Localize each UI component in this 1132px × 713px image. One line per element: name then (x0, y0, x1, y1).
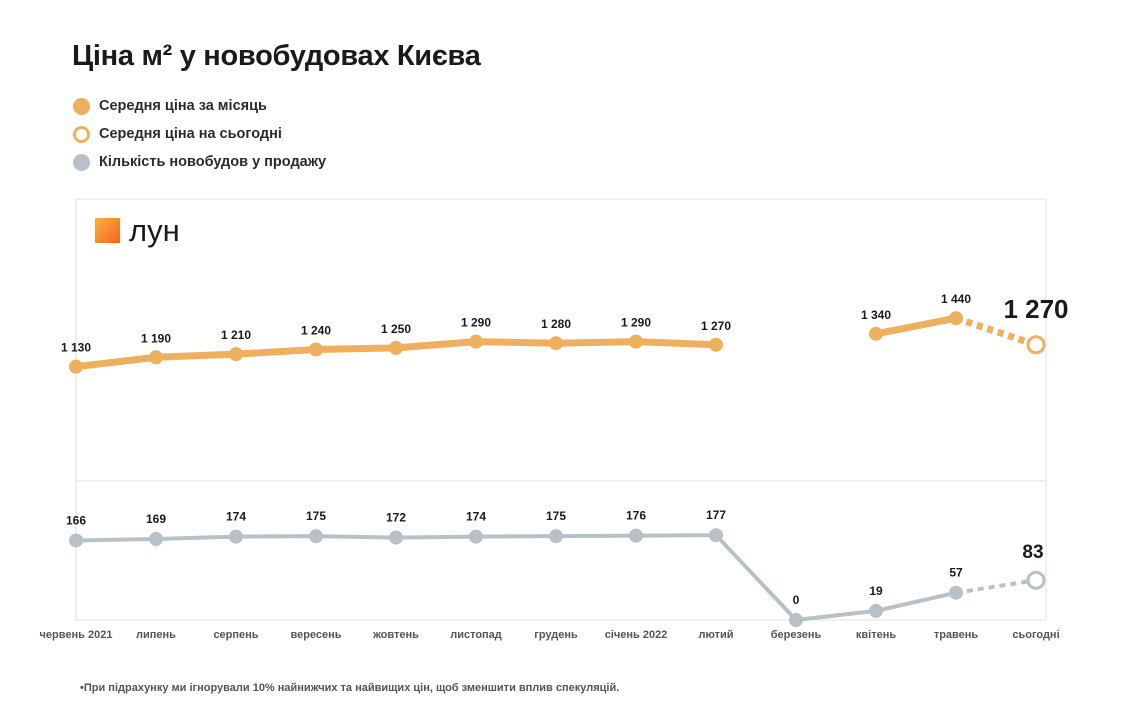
data-point (869, 326, 883, 341)
data-label: 1 440 (941, 292, 971, 306)
today-value-label: 1 270 (1003, 294, 1068, 324)
legend: Середня ціна за місяць Середня ціна на с… (73, 92, 326, 176)
data-label: 1 250 (381, 322, 411, 336)
series-line (872, 314, 960, 338)
data-point (149, 532, 163, 547)
data-label: 1 270 (701, 319, 731, 333)
price-series-layer: 1 130 1 190 1 210 1 240 1 250 1 290 1 280 1 290… (61, 292, 1069, 374)
data-label: 1 280 (541, 317, 571, 331)
data-label: 0 (793, 593, 800, 607)
footnote: •При підрахунку ми ігнорували 10% найниж… (80, 682, 620, 694)
x-tick-label: травень (934, 629, 979, 641)
data-point (389, 530, 403, 545)
data-point (549, 336, 563, 351)
data-point (229, 347, 243, 362)
legend-marker-filled-orange (73, 97, 90, 115)
legend-item-monthly-price: Середня ціна за місяць (73, 92, 326, 120)
data-point (869, 603, 883, 618)
data-point (149, 350, 163, 365)
data-point (229, 529, 243, 544)
legend-label: Середня ціна за місяць (99, 98, 267, 114)
data-point (709, 528, 723, 543)
x-tick-label: січень 2022 (605, 629, 668, 641)
data-label: 1 340 (861, 308, 891, 322)
data-point (309, 529, 323, 544)
data-point (389, 340, 403, 355)
logo-text: лун (129, 213, 180, 248)
count-series-layer: 166 169 174 175 172 174 175 176 177 0 19 57 83 (66, 508, 1046, 627)
data-point (309, 342, 323, 357)
chart-title: Ціна м² у новобудовах Києва (72, 40, 481, 72)
today-trend-line (954, 314, 1038, 349)
data-label: 175 (306, 509, 326, 523)
legend-item-today-price: Середня ціна на сьогодні (73, 120, 326, 148)
x-axis-labels: червень 2021 липень серпень вересень жовтень… (40, 629, 1060, 641)
logo-square-icon (95, 218, 120, 243)
data-point (629, 334, 643, 349)
series-line (74, 533, 958, 622)
x-tick-label: листопад (450, 629, 502, 641)
data-label: 1 210 (221, 328, 251, 342)
x-tick-label: лютий (698, 629, 733, 641)
data-label: 169 (146, 512, 166, 526)
data-label: 174 (226, 510, 246, 524)
x-tick-label: квітень (856, 629, 896, 641)
data-label: 176 (626, 509, 646, 523)
data-label: 1 190 (141, 331, 171, 345)
lun-logo: лун (95, 213, 180, 248)
data-label: 172 (386, 511, 406, 525)
x-tick-label: серпень (213, 629, 258, 641)
data-point (709, 337, 723, 352)
data-point (69, 359, 83, 374)
x-tick-label: сьогодні (1012, 629, 1059, 641)
data-label: 175 (546, 509, 566, 523)
x-tick-label: червень 2021 (40, 629, 113, 641)
data-point (469, 334, 483, 349)
data-label: 19 (869, 584, 883, 598)
x-tick-label: березень (771, 629, 822, 641)
data-label: 1 240 (301, 323, 331, 337)
legend-item-building-count: Кількість новобудов у продажу (73, 148, 326, 176)
today-point (1026, 335, 1046, 355)
today-value-label: 83 (1022, 542, 1043, 563)
data-label: 177 (706, 508, 726, 522)
today-point (1026, 570, 1046, 590)
data-point (549, 529, 563, 544)
data-label: 1 290 (621, 316, 651, 330)
legend-label: Середня ціна на сьогодні (99, 126, 282, 142)
data-label: 1 290 (461, 316, 491, 330)
legend-marker-filled-gray (73, 153, 90, 171)
data-point (469, 529, 483, 544)
x-tick-label: жовтень (372, 629, 419, 641)
today-trend-line (955, 578, 1037, 595)
data-label: 1 130 (61, 341, 91, 355)
data-label: 166 (66, 513, 86, 527)
data-point (69, 533, 83, 548)
x-tick-label: грудень (534, 629, 578, 641)
legend-marker-hollow-orange (73, 125, 90, 143)
legend-label: Кількість новобудов у продажу (99, 154, 327, 170)
x-tick-label: вересень (290, 629, 341, 641)
data-label: 174 (466, 510, 486, 524)
data-label: 57 (949, 566, 963, 580)
x-tick-label: липень (136, 629, 176, 641)
data-point (789, 613, 803, 627)
data-point (629, 528, 643, 543)
